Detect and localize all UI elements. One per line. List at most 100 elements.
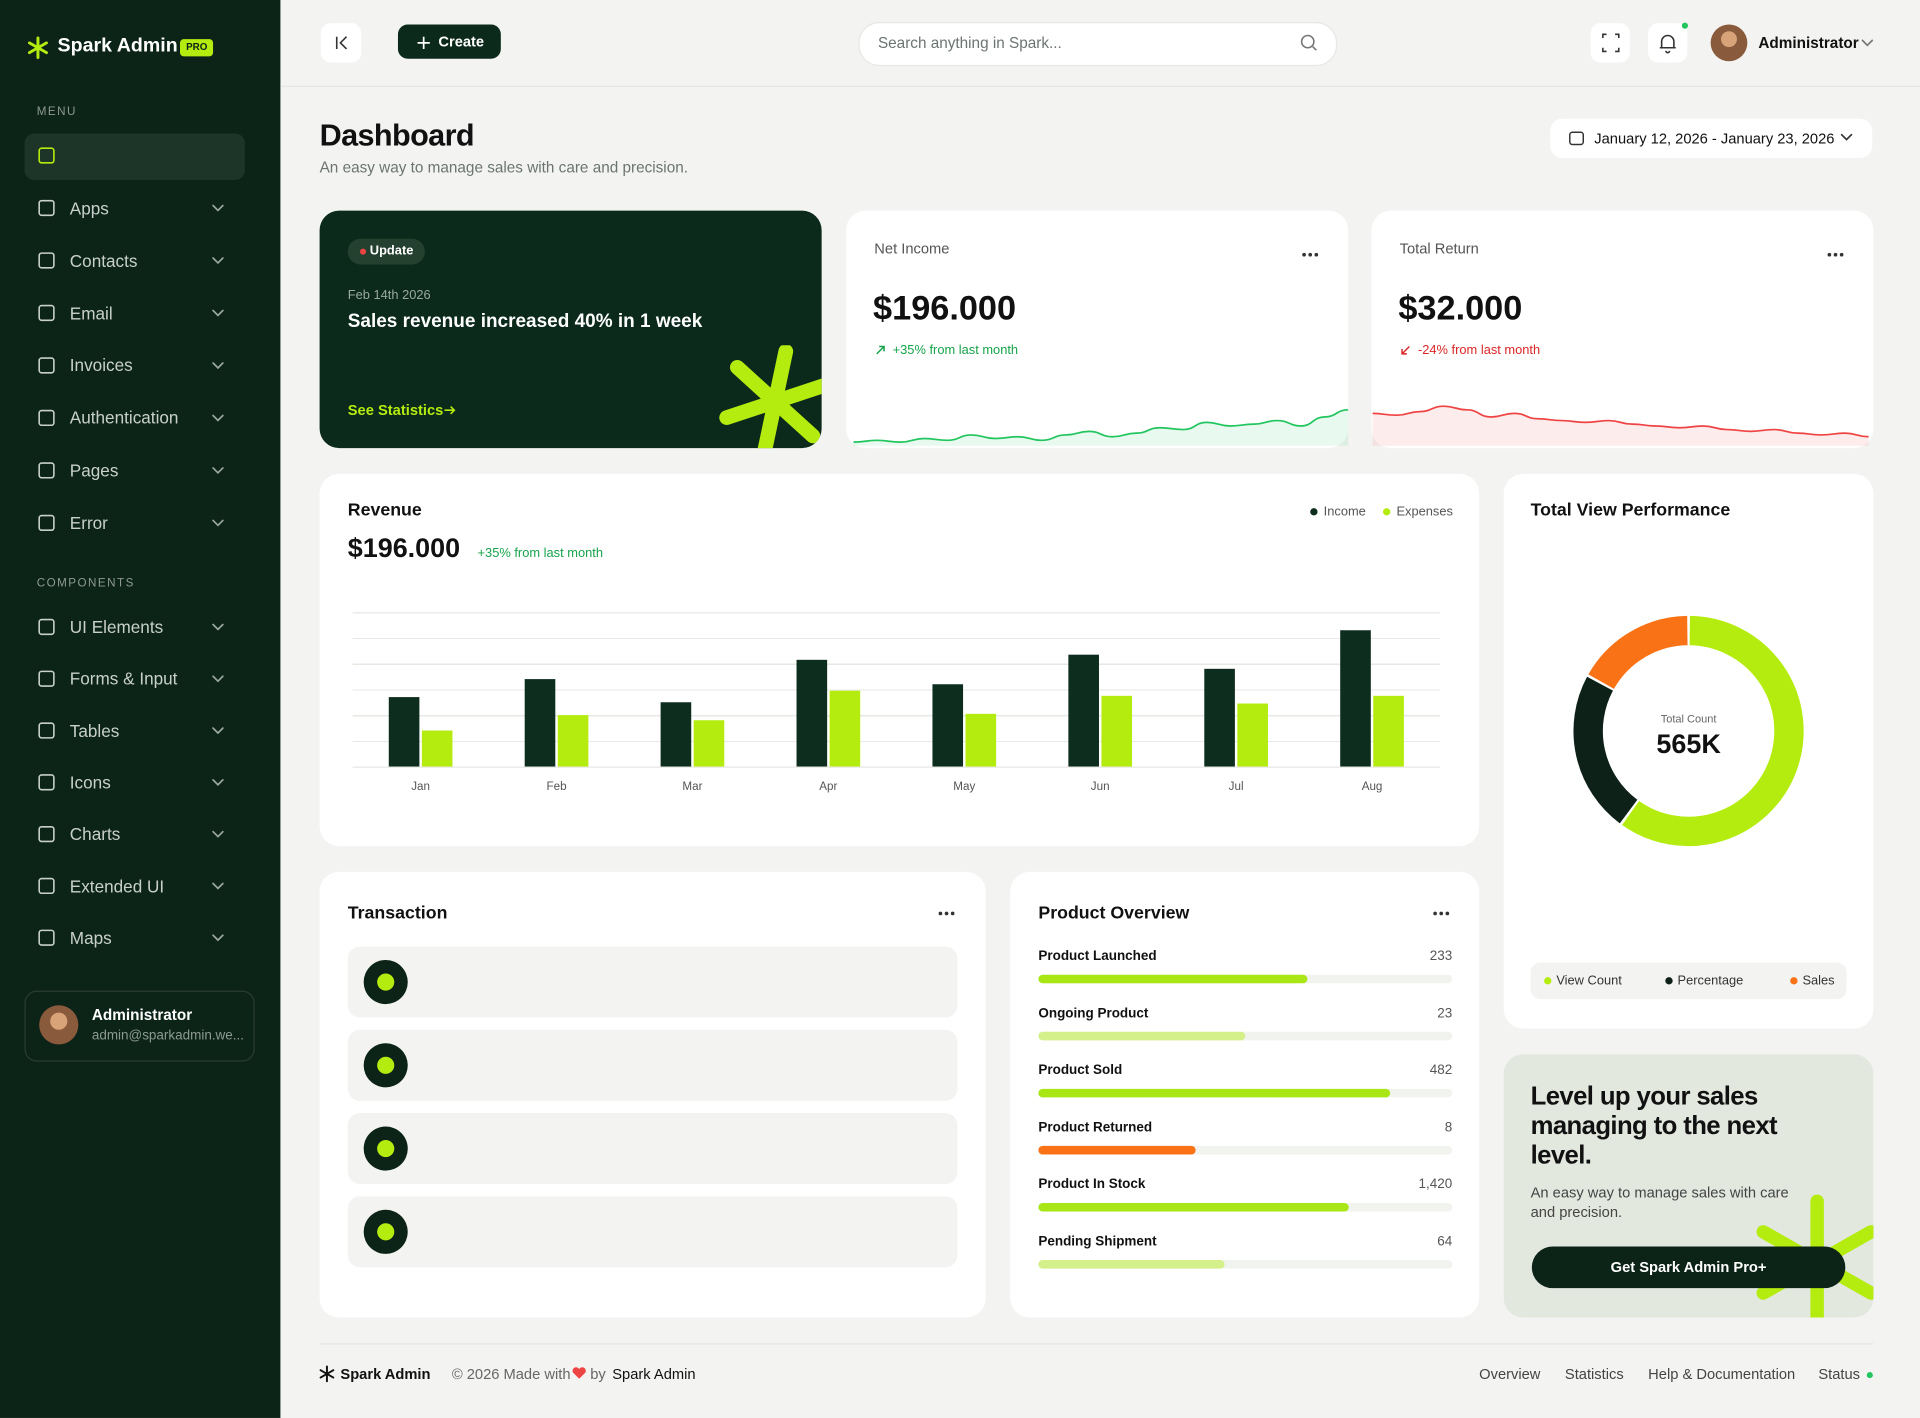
chevron [212,362,224,370]
nav-item[interactable]: Charts [69,824,121,844]
create-button[interactable] [397,24,501,59]
legend-dot [1665,977,1673,985]
notification-dot [1681,22,1688,29]
x-tick-label: Mar [682,780,703,794]
footer-link[interactable]: Overview [1479,1365,1541,1383]
nav-item[interactable]: Invoices [69,355,133,376]
nav-item[interactable]: Contacts [69,250,138,271]
promo-badge-dot [360,248,367,255]
chevron [212,257,224,265]
page-subtitle: An easy way to manage sales with care an… [319,159,688,177]
product-label: Product In Stock [1038,1177,1146,1192]
bar [1237,703,1268,767]
nav-item[interactable]: Authentication [69,408,179,428]
progress-bar [1038,1260,1225,1269]
fullscreen-button[interactable] [1590,23,1630,63]
nav-icon [38,774,55,791]
nav-icon [38,199,55,217]
notification-button[interactable] [1648,23,1688,63]
bar [796,659,828,767]
create-label: Create [438,33,485,51]
legend-dot [1310,508,1318,516]
kpi-label: Total Return [1399,240,1479,258]
nav-icon [38,722,55,739]
transaction-row [347,1113,958,1185]
footer-link[interactable]: Status [1818,1365,1861,1383]
legend-label: Income [1323,504,1366,520]
legend-dot [1382,508,1391,516]
bar [932,684,964,767]
bar [1101,695,1133,767]
down-arrow [1401,346,1410,355]
nav-icon [38,357,55,374]
x-tick-label: May [953,780,976,794]
nav-item[interactable]: Tables [69,720,120,741]
footer-link[interactable]: Statistics [1564,1365,1624,1383]
donut-segment [1622,615,1804,847]
legend-label: Sales [1802,973,1835,989]
transaction-row [347,1029,958,1101]
search-box[interactable] [858,22,1338,67]
cta-button[interactable]: Get Spark Admin Pro+ [1531,1246,1846,1289]
user-box[interactable] [24,990,255,1062]
nav-item[interactable]: Apps [69,198,109,218]
nav-item[interactable]: UI Elements [69,617,164,637]
bar [388,697,420,767]
donut-center-value: 565K [1656,728,1721,760]
nav-icon [38,304,55,322]
footer-link[interactable]: Help & Documentation [1648,1365,1796,1383]
nav-item[interactable]: Icons [69,772,111,793]
footer-by: by [590,1365,606,1383]
date-range: January 12, 2026 - January 23, 2026 [1594,129,1835,147]
bar [524,679,556,767]
product-value: 64 [1437,1234,1453,1249]
nav-item[interactable]: Forms & Input [69,668,178,689]
nav-icon [38,825,55,843]
product-value: 1,420 [1418,1177,1453,1192]
topbar-user[interactable]: Administrator [1758,34,1859,52]
collapse-icon [335,36,348,50]
chevron [212,882,224,890]
brand[interactable]: Spark Admin [57,35,178,57]
chevron [212,779,224,786]
fullscreen-icon [1602,33,1620,53]
chevron [212,309,224,317]
nav-item[interactable]: Error [69,513,108,533]
chevron [212,727,224,735]
components-label: COMPONENTS [36,576,135,591]
chevron [212,830,224,838]
bar [1340,630,1371,767]
bar [660,702,692,767]
menu-label: MENU [36,105,77,119]
bar [1373,695,1404,767]
bar [557,715,589,767]
topbar-avatar-face [1721,31,1737,48]
bar [1068,654,1099,767]
kpi-change: -24% from last month [1417,342,1541,358]
nav-item[interactable]: Pages [69,460,119,481]
transaction-icon-glyph [377,1140,395,1158]
nav-item[interactable]: Maps [69,927,112,948]
more-dot [1839,252,1844,257]
progress-bar [1038,1202,1349,1212]
nav-item[interactable]: Extended UI [69,876,165,896]
total-view-card [1503,473,1874,1029]
progress-bar [1038,1088,1391,1098]
nav-item[interactable]: Email [69,303,113,323]
legend-label: Percentage [1677,973,1744,989]
legend-dot [1544,977,1552,985]
footer-author[interactable]: Spark Admin [612,1365,696,1383]
more-dot [950,911,955,916]
chevron [1861,39,1874,47]
legend-label: View Count [1556,973,1622,989]
promo-link[interactable]: See Statistics [347,401,444,419]
donut-center-label: Total Count [1660,712,1717,725]
asterisk [319,1365,335,1383]
date-picker[interactable] [1550,118,1873,158]
product-label: Product Launched [1038,948,1157,964]
footer-brand: Spark Admin [340,1365,431,1383]
trend-area [853,409,1349,446]
revenue-title: Revenue [347,500,422,521]
kpi-change: +35% from last month [892,342,1019,358]
